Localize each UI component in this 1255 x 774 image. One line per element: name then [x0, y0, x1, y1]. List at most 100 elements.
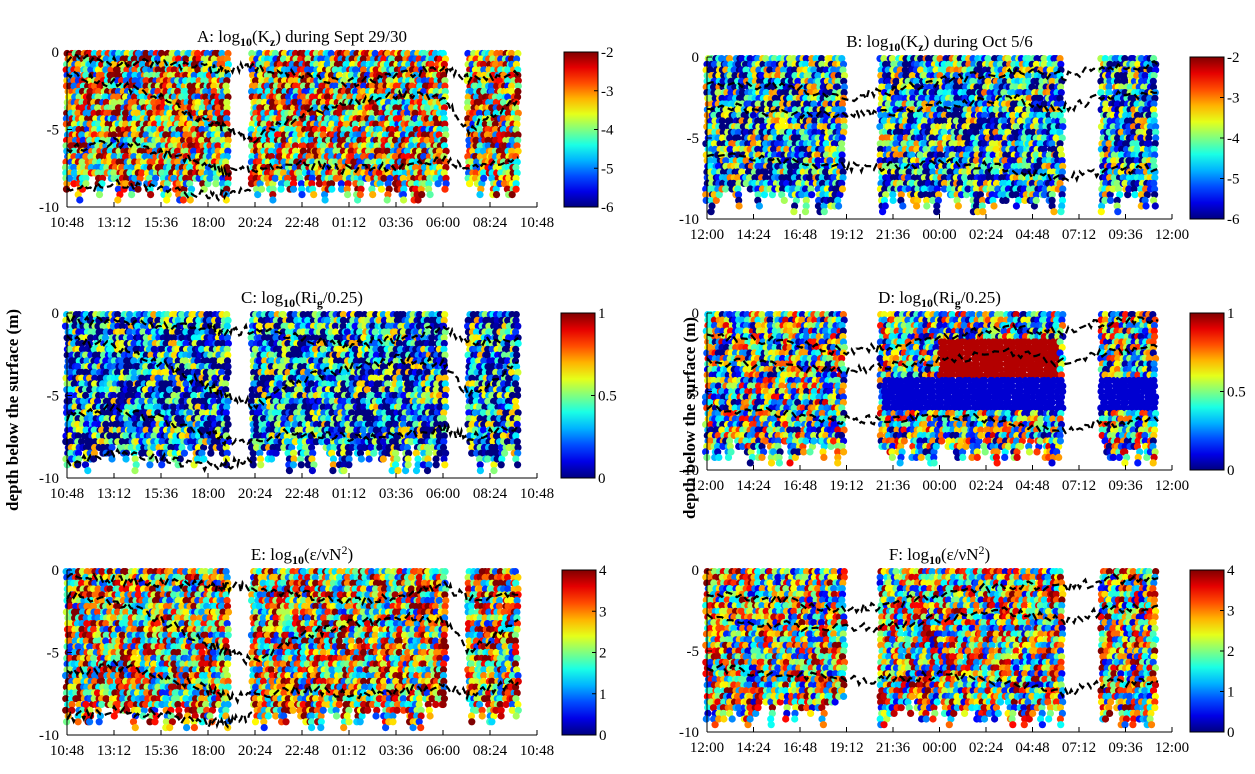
data-point	[1106, 196, 1115, 204]
data-point	[377, 185, 386, 193]
data-point	[109, 125, 118, 134]
data-point	[1050, 208, 1058, 216]
data-point	[135, 49, 143, 58]
data-point	[1057, 208, 1065, 216]
data-point	[79, 136, 87, 144]
data-point	[98, 131, 106, 139]
data-point	[103, 163, 111, 172]
data-point	[102, 98, 110, 106]
data-point	[212, 180, 220, 188]
data-point	[102, 66, 110, 74]
data-point	[74, 60, 82, 68]
data-point	[131, 104, 139, 112]
data-point	[820, 208, 828, 216]
data-point	[142, 77, 150, 85]
data-point	[142, 49, 150, 58]
data-point	[400, 196, 408, 204]
colorbar-tick-label: -6	[601, 200, 614, 216]
data-point	[123, 66, 131, 74]
data-point	[147, 191, 155, 199]
data-point	[954, 202, 963, 210]
data-point	[138, 98, 146, 106]
data-point	[65, 104, 74, 112]
data-point	[899, 202, 907, 210]
data-point	[94, 169, 102, 177]
data-point	[476, 191, 484, 199]
data-point	[78, 131, 86, 139]
data-point	[321, 196, 329, 204]
data-point	[707, 208, 715, 216]
data-point	[990, 202, 998, 210]
data-point	[110, 98, 118, 106]
data-point	[110, 153, 118, 161]
data-point	[356, 191, 364, 199]
data-point	[70, 82, 78, 90]
data-point	[277, 185, 285, 193]
data-point	[131, 71, 139, 79]
data-point	[298, 191, 306, 199]
data-point	[111, 163, 119, 172]
data-point	[131, 174, 139, 182]
data-point	[492, 191, 501, 199]
data-point	[130, 125, 138, 134]
data-point	[66, 136, 74, 144]
x-tick-label: 01:12	[332, 215, 366, 231]
data-point	[1032, 196, 1040, 204]
data-point	[75, 93, 83, 101]
data-point	[131, 77, 139, 85]
data-point	[94, 120, 102, 128]
data-point	[881, 202, 889, 210]
data-point	[102, 93, 110, 101]
data-point	[114, 66, 122, 74]
x-tick-label: 10:48	[50, 215, 84, 231]
data-point	[74, 66, 82, 74]
x-tick-label: 20:24	[238, 215, 273, 231]
data-point	[138, 60, 146, 68]
data-point	[142, 131, 150, 139]
data-point	[62, 158, 70, 166]
data-point	[835, 202, 843, 210]
data-point	[480, 174, 488, 182]
data-point	[143, 71, 151, 79]
colorbar-tick-label: -5	[601, 161, 614, 177]
data-point	[889, 196, 897, 204]
colorbar-tick-label: -4	[601, 123, 614, 139]
x-tick-label: 08:24	[473, 215, 508, 231]
x-tick-label: 13:12	[97, 215, 131, 231]
data-point	[122, 174, 131, 182]
data-point	[78, 115, 86, 123]
data-point	[269, 196, 277, 204]
data-point	[722, 185, 730, 193]
data-point	[70, 180, 78, 188]
x-tick-label: 06:00	[426, 215, 460, 231]
data-point	[90, 131, 98, 139]
data-point	[136, 174, 144, 182]
x-tick-label: 22:48	[285, 215, 319, 231]
data-point	[114, 93, 122, 101]
data-point	[115, 125, 123, 134]
x-tick-label: 03:36	[379, 215, 414, 231]
data-point	[808, 191, 816, 199]
data-point	[94, 93, 102, 101]
data-point	[979, 208, 987, 216]
data-point	[110, 131, 118, 139]
data-point	[126, 136, 135, 144]
data-point	[82, 153, 90, 161]
data-point	[735, 202, 743, 210]
data-point	[258, 185, 266, 193]
data-point	[70, 163, 78, 172]
data-point	[755, 202, 764, 210]
data-point	[130, 153, 138, 161]
data-point	[122, 109, 130, 117]
data-point	[82, 180, 90, 188]
data-points	[702, 55, 1160, 216]
data-point	[131, 93, 139, 101]
x-tick-label: 18:00	[191, 215, 225, 231]
data-point	[70, 169, 78, 177]
data-point	[134, 163, 142, 172]
data-point	[62, 115, 70, 123]
data-point	[89, 60, 98, 68]
data-point	[328, 185, 336, 193]
data-point	[426, 191, 434, 199]
